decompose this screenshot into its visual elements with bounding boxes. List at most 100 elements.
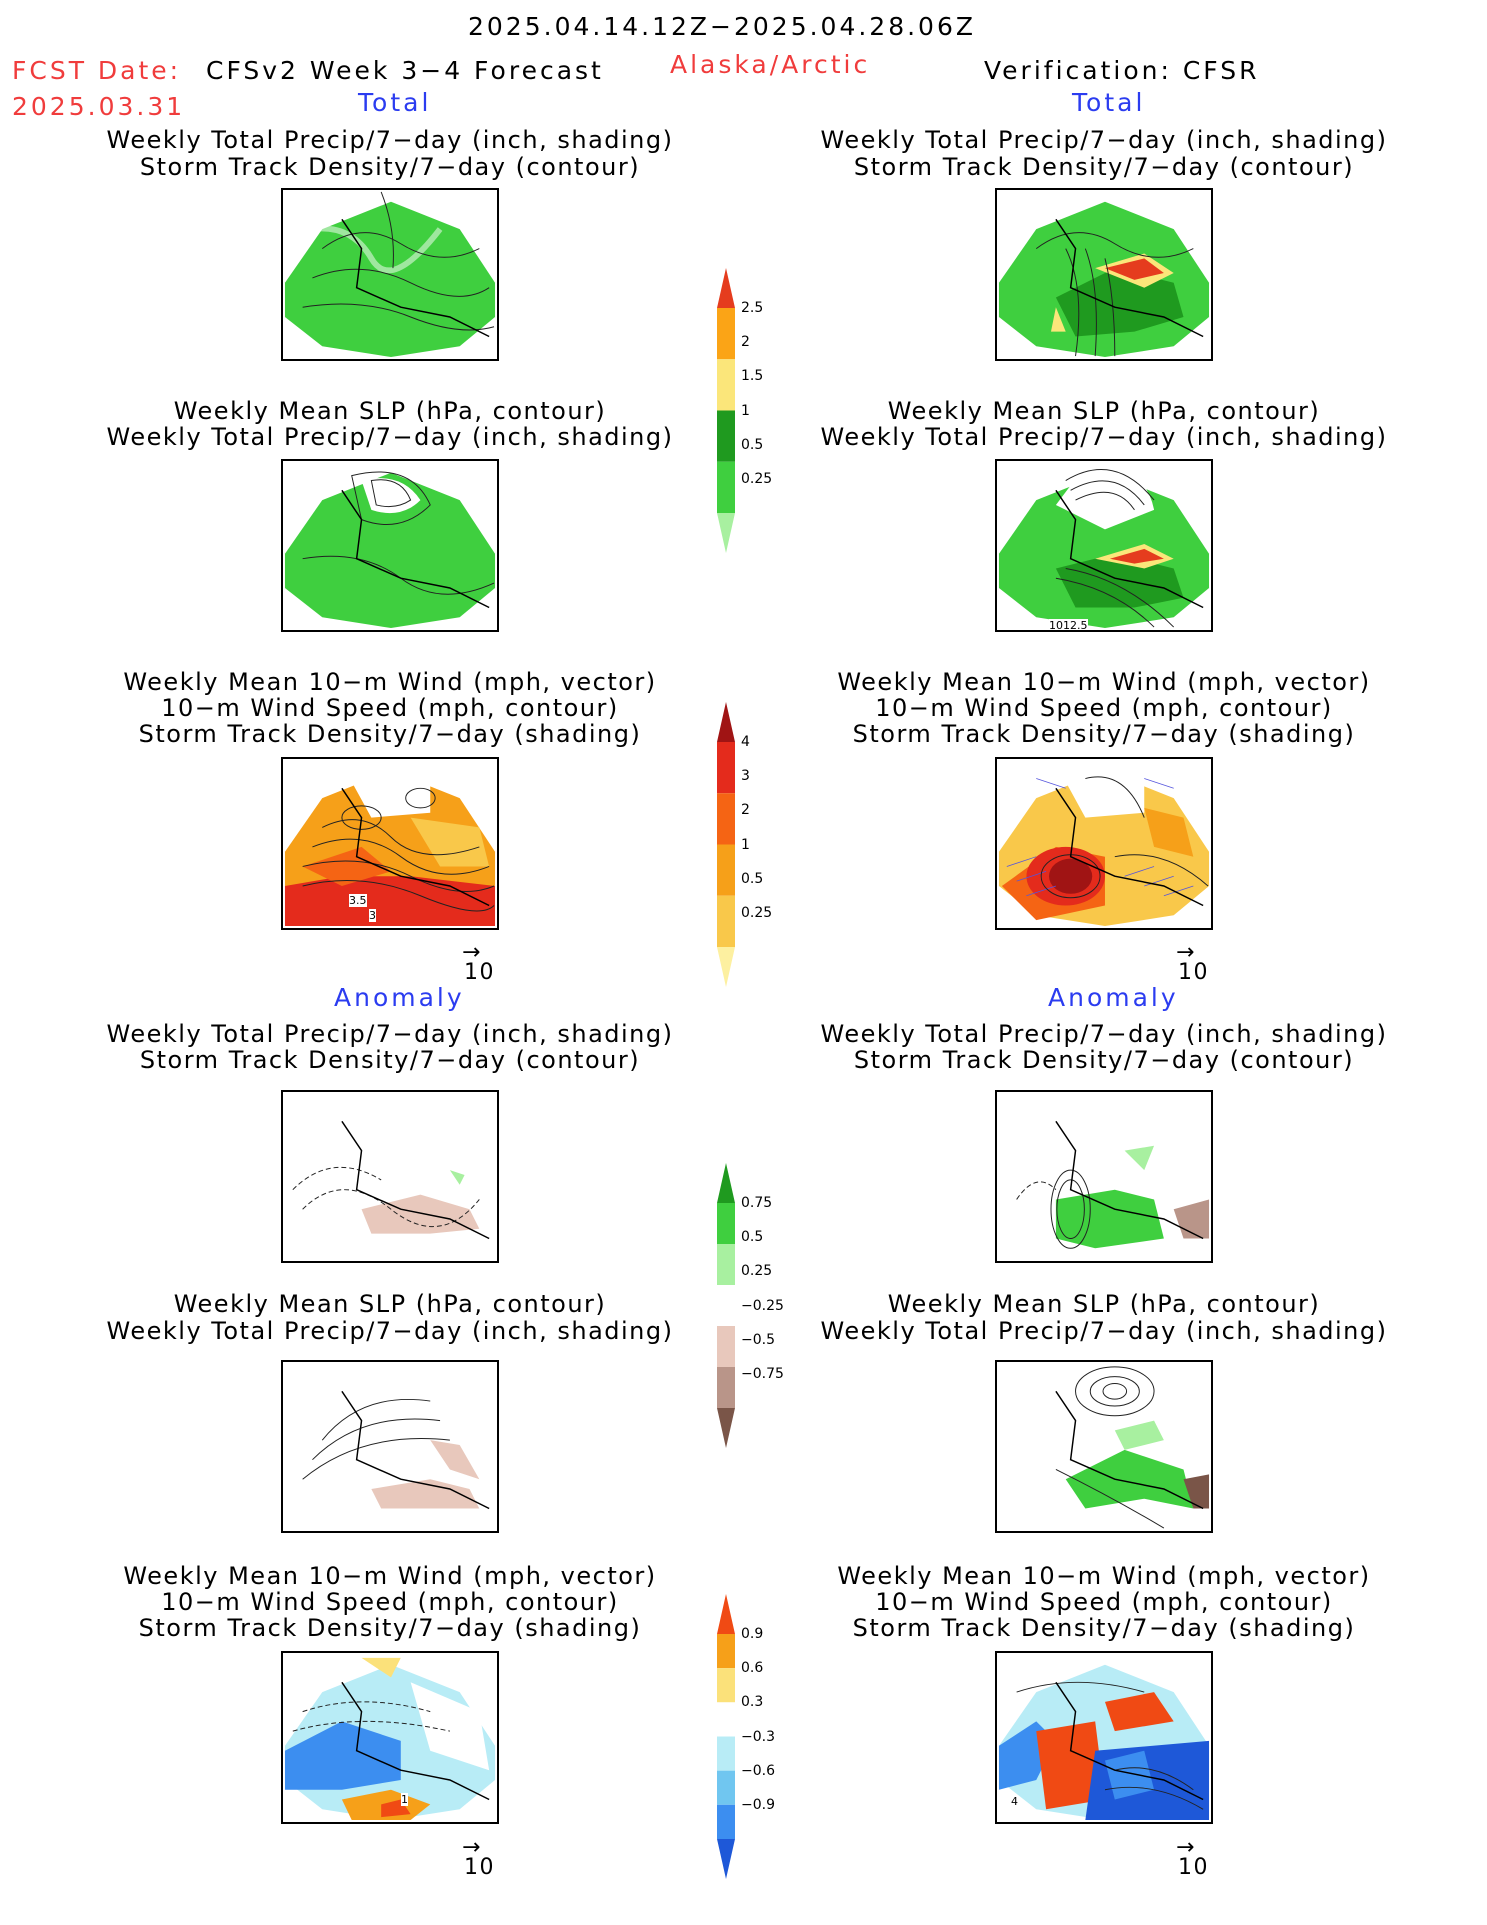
- colorbar-segment: [717, 1285, 735, 1326]
- colorbar-segment: [717, 268, 735, 308]
- colorbar-segment: [717, 702, 735, 742]
- colorbar-label: 0.5: [741, 870, 764, 887]
- colorbar-label: 1: [741, 402, 750, 419]
- title-r5-right-1: Weekly Mean SLP (hPa, contour): [887, 1290, 1321, 1318]
- period-title: 2025.04.14.12Z−2025.04.28.06Z: [468, 12, 976, 41]
- vector-ref-arrow-icon: →: [462, 940, 481, 965]
- colorbar-segment: [717, 1594, 735, 1634]
- colorbar-label: 2: [741, 334, 750, 351]
- title-r6-right-3: Storm Track Density/7−day (shading): [852, 1614, 1356, 1642]
- map-anom-slp-precip-cfs: [281, 1360, 499, 1533]
- title-r3-left-3: Storm Track Density/7−day (shading): [138, 720, 642, 748]
- colorbar-graphic: [717, 1594, 735, 1879]
- map-anom-precip-storm-cfs: [281, 1090, 499, 1263]
- colorbar-segment: [717, 895, 735, 947]
- colorbar-segment: [717, 359, 735, 411]
- colorbar-segment: [717, 1326, 735, 1367]
- title-r5-left-1: Weekly Mean SLP (hPa, contour): [173, 1290, 607, 1318]
- colorbar-segment: [717, 513, 735, 553]
- title-r3-right-1: Weekly Mean 10−m Wind (mph, vector): [837, 668, 1371, 696]
- title-r3-right-2: 10−m Wind Speed (mph, contour): [875, 694, 1333, 722]
- colorbar-label: −0.9: [741, 1796, 775, 1813]
- colorbar-label: 2: [741, 802, 750, 819]
- section-anomaly-left: Anomaly: [334, 983, 465, 1012]
- title-r3-left-1: Weekly Mean 10−m Wind (mph, vector): [123, 668, 657, 696]
- colorbar-segment: [717, 308, 735, 360]
- map-total-precip-storm-cfsr: [995, 188, 1213, 361]
- colorbar-graphic: [717, 702, 735, 987]
- colorbar-segment: [717, 1634, 735, 1669]
- colorbar-segment: [717, 1203, 735, 1244]
- region-label: Alaska/Arctic: [670, 50, 871, 79]
- colorbar-label: 0.25: [741, 470, 773, 487]
- title-r6-right-1: Weekly Mean 10−m Wind (mph, vector): [837, 1562, 1371, 1590]
- title-r4-right-2: Storm Track Density/7−day (contour): [853, 1046, 1355, 1074]
- verification-label: Verification: CFSR: [984, 56, 1260, 85]
- title-r2-right-1: Weekly Mean SLP (hPa, contour): [887, 397, 1321, 425]
- colorbar-segment: [717, 793, 735, 845]
- map-total-wind-storm-cfs: 3.5 3: [281, 757, 499, 930]
- vector-ref-arrow-icon: →: [462, 1835, 481, 1860]
- colorbar-label: 0.5: [741, 436, 764, 453]
- colorbar-label: −0.3: [741, 1728, 775, 1745]
- title-r4-left-1: Weekly Total Precip/7−day (inch, shading…: [106, 1020, 674, 1048]
- colorbar-label: 2.5: [741, 300, 764, 316]
- colorbar-label: 4: [741, 734, 750, 750]
- colorbar-anom-precip: 0.75 0.5 0.25 −0.25 −0.5 −0.75: [715, 1163, 805, 1448]
- colorbar-label: 0.3: [741, 1694, 764, 1711]
- colorbar-segment: [717, 1839, 735, 1879]
- colorbar-segment: [717, 1702, 735, 1737]
- colorbar-segment: [717, 742, 735, 794]
- model-label: CFSv2 Week 3−4 Forecast: [206, 56, 604, 85]
- colorbar-segment: [717, 1804, 735, 1839]
- map-anom-slp-precip-cfsr: [995, 1360, 1213, 1533]
- vector-ref-arrow-icon: →: [1176, 940, 1195, 965]
- colorbar-label: −0.25: [741, 1297, 784, 1314]
- slp-contour-label: 1012.5: [1049, 619, 1088, 632]
- colorbar-label: 0.25: [741, 1263, 773, 1280]
- colorbar-segment: [717, 844, 735, 896]
- vector-ref-label: 10: [464, 1855, 495, 1880]
- title-r1-right-1: Weekly Total Precip/7−day (inch, shading…: [820, 126, 1388, 154]
- title-r1-right-2: Storm Track Density/7−day (contour): [853, 153, 1355, 181]
- colorbar-total-storm: 4 3 2 1 0.5 0.25: [715, 702, 805, 987]
- map-anom-wind-storm-cfsr: 4: [995, 1651, 1213, 1824]
- section-anomaly-right: Anomaly: [1048, 983, 1179, 1012]
- colorbar-anom-storm: 0.9 0.6 0.3 −0.3 −0.6 −0.9: [715, 1594, 805, 1879]
- colorbar-label: −0.75: [741, 1365, 784, 1382]
- colorbar-total-precip: 2.5 2 1.5 1 0.5 0.25: [715, 268, 805, 553]
- wind-contour-label-b: 3: [369, 909, 376, 922]
- section-total-left: Total: [358, 88, 432, 117]
- colorbar-label: 0.9: [741, 1626, 764, 1642]
- colorbar-label: 0.25: [741, 904, 773, 921]
- colorbar-graphic: [717, 268, 735, 553]
- colorbar-label: 0.75: [741, 1195, 773, 1211]
- title-r3-right-3: Storm Track Density/7−day (shading): [852, 720, 1356, 748]
- colorbar-segment: [717, 1736, 735, 1771]
- colorbar-graphic: [717, 1163, 735, 1448]
- colorbar-segment: [717, 1244, 735, 1285]
- colorbar-segment: [717, 1367, 735, 1408]
- map-total-slp-precip-cfsr: 1012.5: [995, 459, 1213, 632]
- title-r6-left-1: Weekly Mean 10−m Wind (mph, vector): [123, 1562, 657, 1590]
- fcst-date-label: FCST Date:: [12, 56, 182, 85]
- colorbar-segment: [717, 1770, 735, 1805]
- colorbar-segment: [717, 947, 735, 987]
- colorbar-label: 1.5: [741, 368, 764, 385]
- colorbar-segment: [717, 1668, 735, 1703]
- wind-contour-label-a: 3.5: [349, 894, 367, 907]
- title-r1-left-1: Weekly Total Precip/7−day (inch, shading…: [106, 126, 674, 154]
- colorbar-label: −0.6: [741, 1762, 775, 1779]
- wind-anom-label-right: 4: [1011, 1795, 1018, 1808]
- colorbar-label: 0.5: [741, 1229, 764, 1246]
- title-r3-left-2: 10−m Wind Speed (mph, contour): [161, 694, 619, 722]
- colorbar-label: 0.6: [741, 1660, 764, 1677]
- title-r5-right-2: Weekly Total Precip/7−day (inch, shading…: [820, 1317, 1388, 1345]
- vector-ref-label: 10: [1178, 960, 1209, 985]
- title-r4-left-2: Storm Track Density/7−day (contour): [139, 1046, 641, 1074]
- title-r2-left-2: Weekly Total Precip/7−day (inch, shading…: [106, 423, 674, 451]
- vector-ref-label: 10: [1178, 1855, 1209, 1880]
- title-r5-left-2: Weekly Total Precip/7−day (inch, shading…: [106, 1317, 674, 1345]
- title-r1-left-2: Storm Track Density/7−day (contour): [139, 153, 641, 181]
- title-r6-left-3: Storm Track Density/7−day (shading): [138, 1614, 642, 1642]
